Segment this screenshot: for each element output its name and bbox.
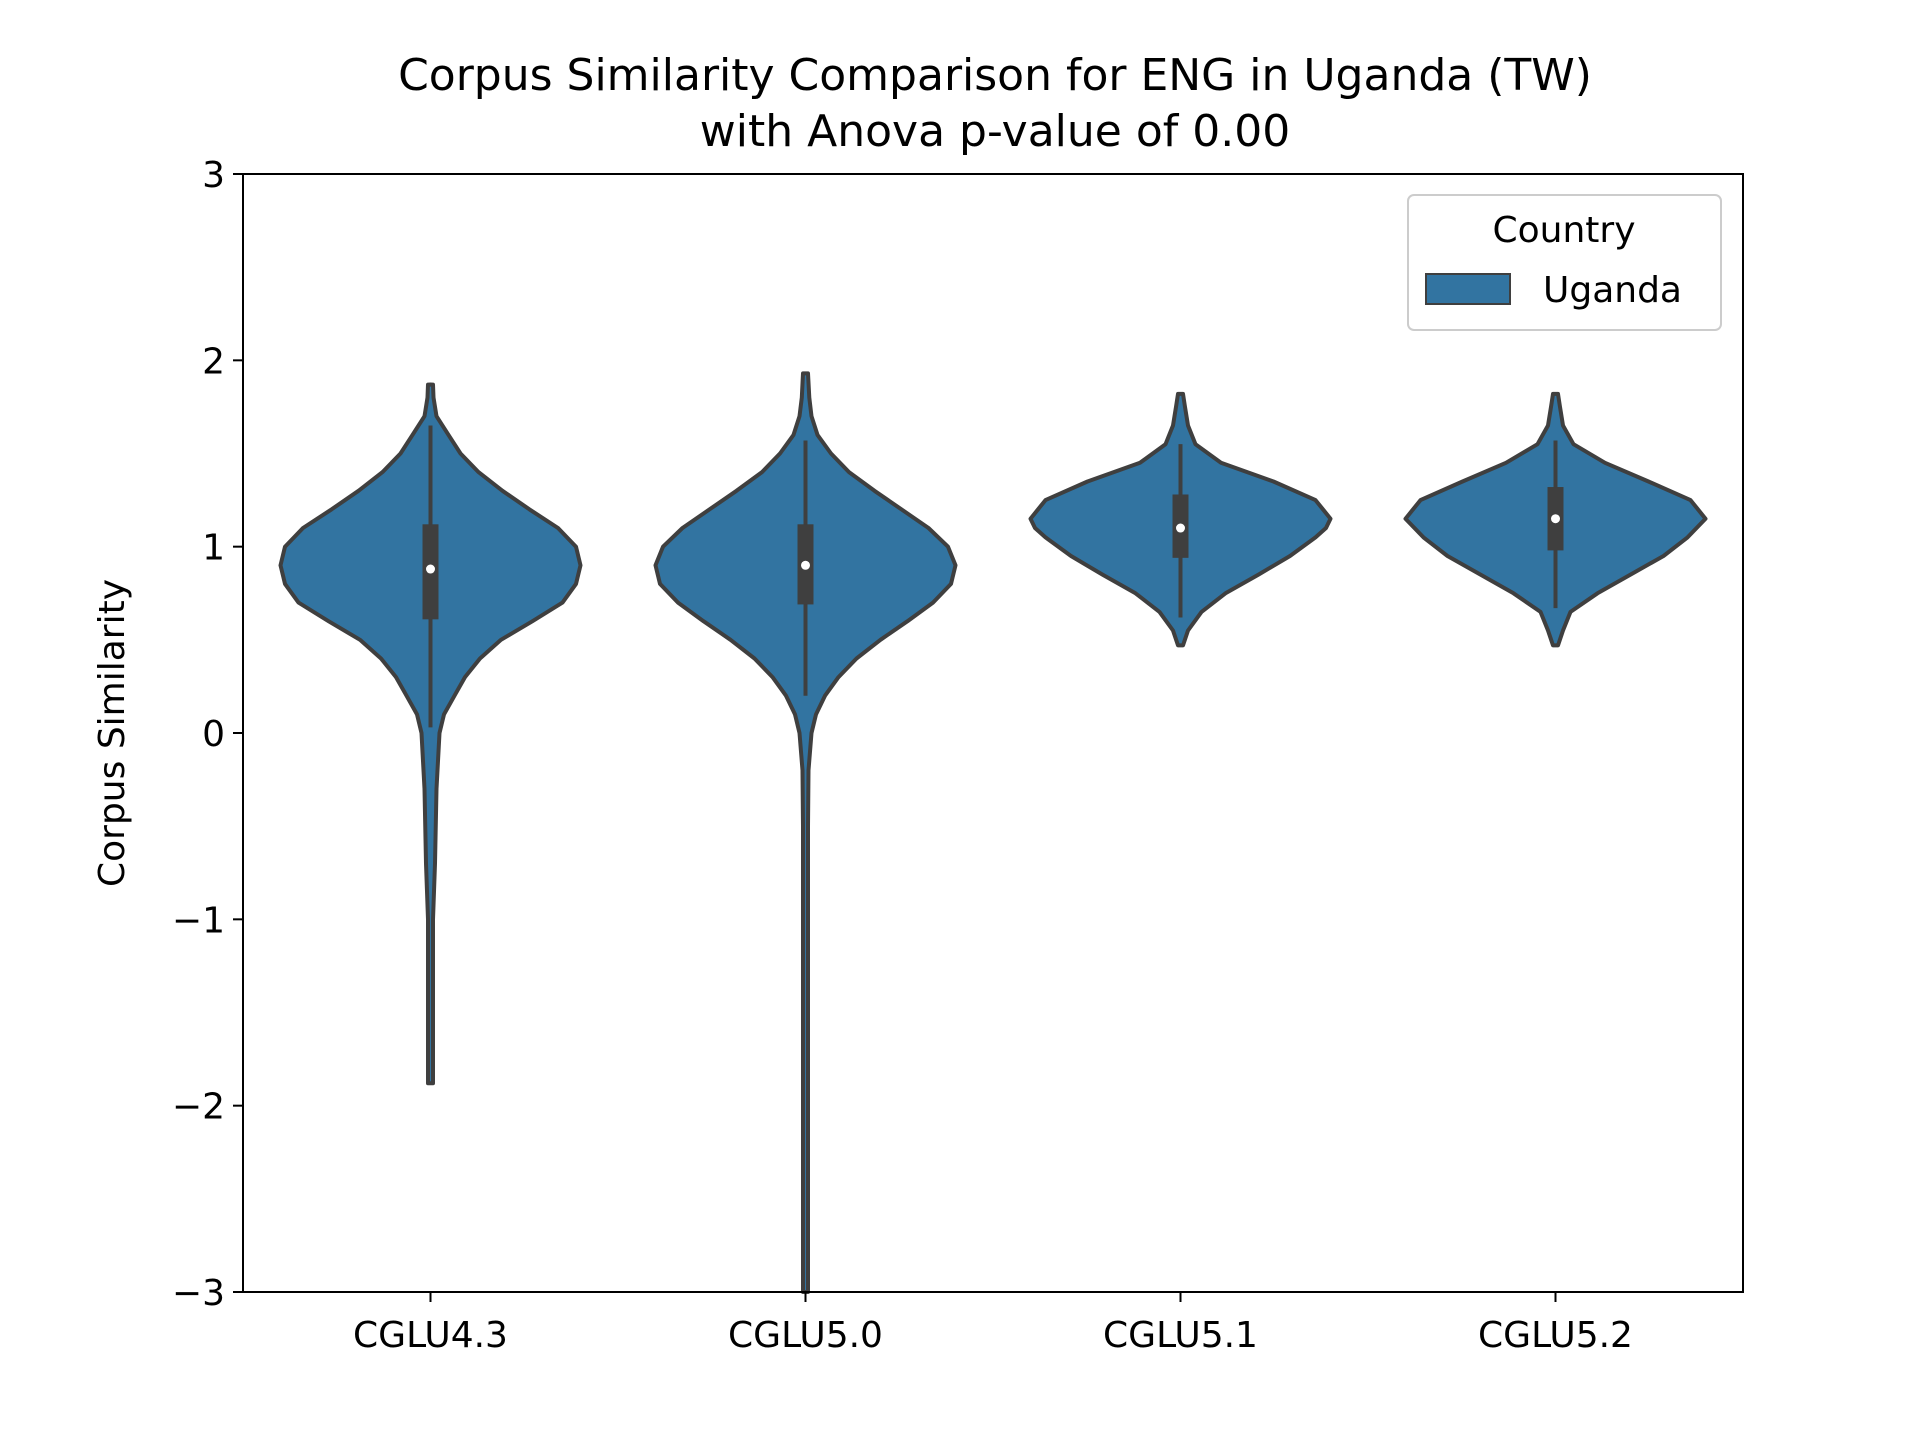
legend-title: Country bbox=[1492, 210, 1635, 251]
x-axis: CGLU4.3 CGLU5.0 CGLU5.1 CGLU5.2 bbox=[353, 1292, 1633, 1356]
violin-median-point bbox=[426, 564, 435, 574]
y-tick-label: −1 bbox=[172, 900, 225, 941]
x-tick-label: CGLU5.0 bbox=[728, 1315, 883, 1356]
violin-CGLU5.0 bbox=[653, 371, 958, 1294]
violin-median-point bbox=[1551, 514, 1560, 524]
y-tick-label: 1 bbox=[202, 528, 225, 569]
y-axis-label: Corpus Similarity bbox=[92, 579, 133, 887]
violin-CGLU4.3 bbox=[278, 382, 583, 1086]
y-tick-label: 3 bbox=[202, 155, 225, 196]
y-tick-label: 2 bbox=[202, 341, 225, 382]
x-tick-label: CGLU5.2 bbox=[1478, 1315, 1633, 1356]
x-tick-label: CGLU4.3 bbox=[353, 1315, 508, 1356]
y-tick-label: −3 bbox=[172, 1273, 225, 1314]
legend-label-uganda: Uganda bbox=[1543, 270, 1682, 311]
legend-swatch-uganda bbox=[1425, 273, 1511, 305]
chart-subtitle: with Anova p-value of 0.00 bbox=[700, 106, 1290, 157]
violin-median-point bbox=[801, 560, 810, 570]
chart-title: Corpus Similarity Comparison for ENG in … bbox=[398, 50, 1592, 101]
violins-layer bbox=[278, 371, 1708, 1294]
x-tick-label: CGLU5.1 bbox=[1103, 1315, 1258, 1356]
y-axis: −3 −2 −1 0 1 2 3 bbox=[172, 155, 243, 1314]
y-tick-label: −2 bbox=[172, 1087, 225, 1128]
violin-median-point bbox=[1176, 523, 1185, 533]
legend: Country Uganda bbox=[1407, 194, 1722, 331]
y-tick-label: 0 bbox=[202, 714, 225, 755]
